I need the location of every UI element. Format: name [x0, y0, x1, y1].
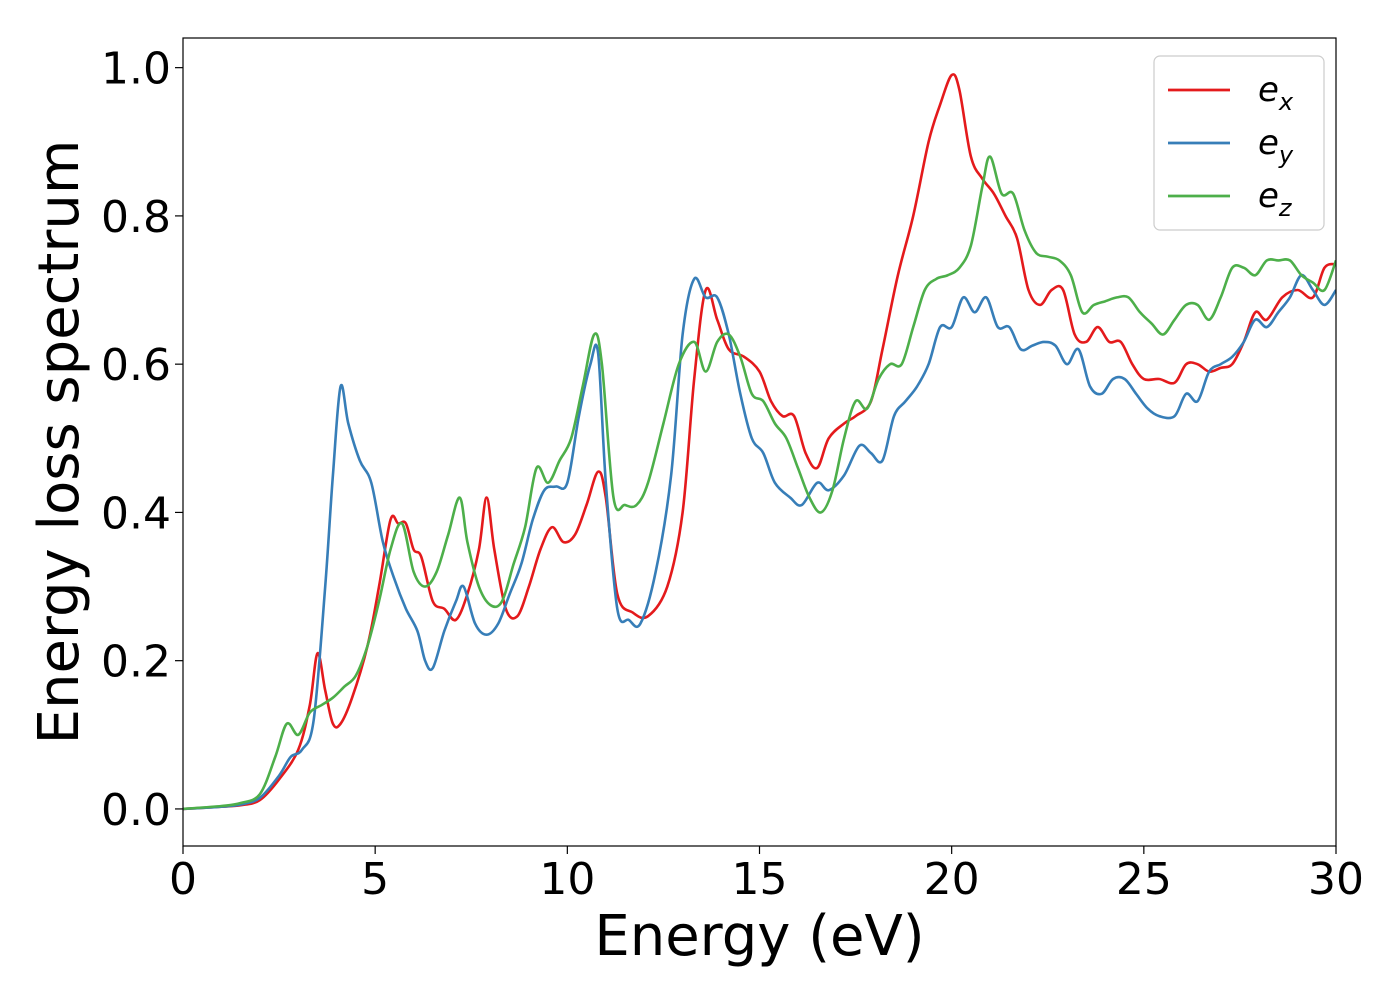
y-axis: 0.0 0.2 0.4 0.6 0.8 1.0 [101, 44, 183, 836]
y-tick-label: 0.6 [101, 340, 171, 391]
y-tick-label: 1.0 [101, 44, 171, 95]
series-layer [183, 73, 1336, 811]
legend-label-ex: ex [1258, 70, 1294, 116]
x-tick-label: 5 [361, 854, 389, 905]
x-tick-label: 30 [1308, 854, 1364, 905]
y-tick-label: 0.0 [101, 785, 171, 836]
x-tick-label: 10 [539, 854, 595, 905]
x-tick-label: 15 [732, 854, 788, 905]
legend: ex ey ez [1153, 55, 1325, 231]
x-axis-title: Energy (eV) [594, 904, 924, 969]
x-axis: 0 5 10 15 20 25 30 [169, 846, 1364, 905]
legend-box [1153, 55, 1325, 231]
legend-label-ey: ey [1258, 123, 1294, 169]
series-line-ex [183, 73, 1336, 811]
y-tick-label: 0.8 [101, 192, 171, 243]
series-line-ez [183, 155, 1336, 811]
y-tick-label: 0.4 [101, 488, 171, 539]
x-tick-label: 20 [924, 854, 980, 905]
legend-label-ez: ez [1258, 176, 1293, 222]
y-axis-title: Energy loss spectrum [27, 140, 92, 745]
x-tick-label: 25 [1116, 854, 1172, 905]
y-tick-label: 0.2 [101, 637, 171, 688]
series-line-ey [183, 273, 1336, 811]
x-tick-label: 0 [169, 854, 197, 905]
